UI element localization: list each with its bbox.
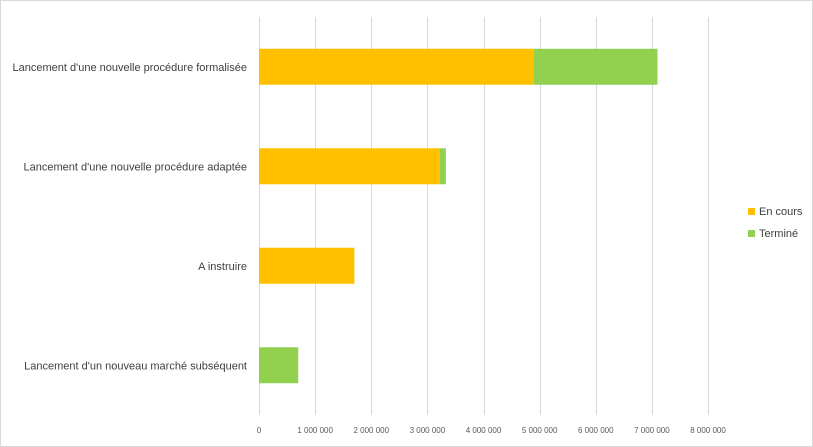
x-tick-label: 8 000 000 xyxy=(690,426,726,435)
legend-swatch xyxy=(748,230,755,237)
x-tick-label: 6 000 000 xyxy=(578,426,614,435)
legend: En cours Terminé xyxy=(748,206,803,240)
legend-label: En cours xyxy=(759,206,803,218)
category-label: A instruire xyxy=(198,261,247,273)
x-tick-label: 4 000 000 xyxy=(466,426,502,435)
x-tick-label: 3 000 000 xyxy=(410,426,446,435)
category-label: Lancement d'une nouvelle procédure forma… xyxy=(13,62,247,74)
bar-segment-termine xyxy=(439,148,446,185)
x-tick-label: 7 000 000 xyxy=(634,426,670,435)
x-axis-ticks: 0 1 000 000 2 000 000 3 000 000 4 000 000 5 0… xyxy=(257,426,727,435)
category-label: Lancement d'une nouvelle procédure adapt… xyxy=(24,161,248,173)
x-tick-label: 2 000 000 xyxy=(353,426,389,435)
x-tick-label: 0 xyxy=(257,426,262,435)
legend-label: Terminé xyxy=(759,228,798,240)
bar-segment-en-cours xyxy=(259,48,535,85)
x-tick-label: 5 000 000 xyxy=(522,426,558,435)
bar-segment-en-cours xyxy=(259,247,355,284)
bar-segment-en-cours xyxy=(259,148,440,185)
bar-segment-termine xyxy=(534,48,658,85)
category-label: Lancement d'un nouveau marché subséquent xyxy=(24,360,247,372)
bars xyxy=(259,48,658,384)
category-labels: Lancement d'une nouvelle procédure forma… xyxy=(13,62,247,373)
bar-segment-termine xyxy=(259,347,299,384)
legend-swatch xyxy=(748,208,755,215)
x-tick-label: 1 000 000 xyxy=(297,426,333,435)
